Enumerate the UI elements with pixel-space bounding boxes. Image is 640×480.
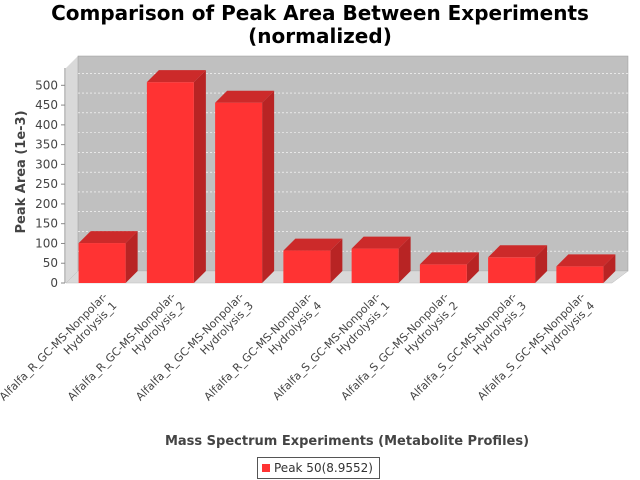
chart-title-line-1: Comparison of Peak Area Between Experime…: [51, 1, 589, 25]
y-tick-label: 500: [35, 78, 58, 92]
plot-side-wall: [66, 56, 78, 283]
bar-front: [78, 243, 126, 283]
bar-front: [419, 264, 467, 283]
x-axis-label: Mass Spectrum Experiments (Metabolite Pr…: [165, 434, 529, 449]
x-tick-label-line: Alfalfa_S_GC-MS-Nonpolar-: [270, 290, 383, 403]
bar-top: [146, 70, 206, 83]
x-axis: Alfalfa_R_GC-MS-Nonpolar-Hydrolysis_1Alf…: [0, 290, 597, 413]
bar-5: [351, 236, 411, 283]
y-tick-label: 200: [35, 197, 58, 211]
bar-8: [556, 254, 616, 283]
bar-front: [283, 250, 331, 283]
bar-side: [535, 245, 548, 283]
bar-top: [488, 245, 548, 258]
bar-front: [146, 82, 194, 283]
x-tick-label: Alfalfa_R_GC-MS-Nonpolar-Hydrolysis_1: [0, 290, 119, 413]
x-tick-label-line: Alfalfa_R_GC-MS-Nonpolar-: [133, 290, 246, 403]
legend-swatch: [262, 464, 270, 472]
y-axis-label: Peak Area (1e-3): [14, 110, 29, 233]
bar-top: [283, 238, 343, 251]
x-tick-label-line: Alfalfa_S_GC-MS-Nonpolar-: [475, 290, 588, 403]
y-tick-label: 150: [35, 217, 58, 231]
legend: Peak 50(8.9552): [257, 457, 380, 479]
bar-side: [262, 90, 275, 284]
y-tick-label: 0: [50, 276, 58, 290]
bar-6: [419, 252, 479, 283]
bar-3: [215, 90, 275, 284]
y-tick-label: 350: [35, 138, 58, 152]
bar-top: [78, 231, 138, 244]
bar-top: [556, 254, 616, 267]
x-tick-label-line: Alfalfa_R_GC-MS-Nonpolar-: [0, 290, 110, 403]
bar-front: [488, 257, 536, 283]
x-tick-label-line: Alfalfa_S_GC-MS-Nonpolar-: [407, 290, 520, 403]
bar-side: [398, 236, 411, 283]
bar-side: [603, 254, 616, 283]
y-tick-label: 100: [35, 236, 58, 250]
bar-top: [419, 252, 479, 265]
y-axis: 0 50 100 150 200 250 300 350 400 450 500: [35, 68, 66, 290]
bar-4: [283, 238, 343, 283]
y-tick-label: 300: [35, 157, 58, 171]
bar-2: [146, 70, 206, 283]
bar-side: [330, 238, 343, 283]
bar-front: [556, 266, 604, 283]
bar-front: [351, 248, 399, 283]
bar-side: [125, 231, 138, 283]
bar-top: [351, 236, 411, 249]
bars: [78, 70, 616, 284]
bar-side: [466, 252, 479, 283]
x-tick-label-line: Alfalfa_R_GC-MS-Nonpolar-: [65, 290, 178, 403]
bar-front: [215, 102, 263, 284]
y-tick-label: 400: [35, 118, 58, 132]
bar-top: [215, 90, 275, 103]
chart-title-line-2: (normalized): [248, 24, 392, 48]
y-tick-label: 50: [43, 256, 58, 270]
bar-1: [78, 231, 138, 283]
bar-side: [193, 70, 206, 283]
legend-label: Peak 50(8.9552): [274, 461, 373, 475]
bar-7: [488, 245, 548, 283]
chart-title: Comparison of Peak Area Between Experime…: [0, 2, 640, 48]
y-tick-label: 250: [35, 177, 58, 191]
y-tick-label: 450: [35, 98, 58, 112]
x-tick-label-line: Alfalfa_R_GC-MS-Nonpolar-: [202, 290, 315, 403]
x-tick-label-line: Alfalfa_S_GC-MS-Nonpolar-: [339, 290, 452, 403]
